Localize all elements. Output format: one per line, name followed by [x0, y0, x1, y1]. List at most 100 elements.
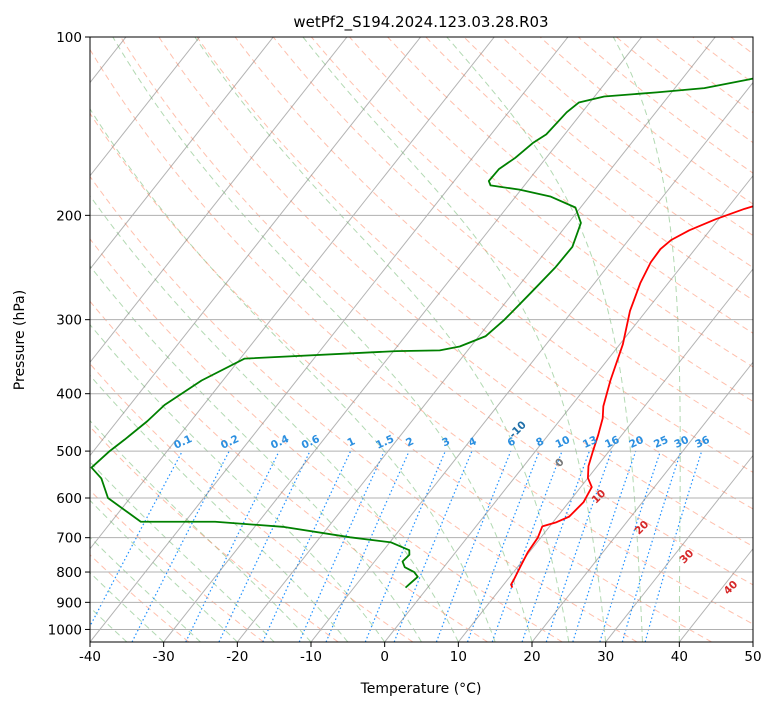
- moist-adiabat-line: [112, 37, 533, 642]
- x-tick-label: 40: [671, 649, 688, 665]
- dry-adiabat-line: [90, 300, 488, 642]
- mixing-ratio-line: [491, 450, 563, 642]
- mixing-ratio-line: [298, 450, 385, 642]
- x-tick-label: 10: [450, 649, 467, 665]
- plot-frame: [89, 36, 754, 643]
- mixing-ratio-line: [364, 450, 446, 642]
- mixing-ratio-label: 2: [404, 435, 416, 449]
- isotherm-line: [90, 37, 201, 177]
- mixing-ratio-line: [325, 450, 410, 642]
- y-tick-label: 100: [56, 30, 82, 46]
- dry-adiabat-line: [234, 37, 753, 473]
- x-tick-label: -40: [79, 649, 101, 665]
- dry-adiabat-line: [120, 37, 753, 586]
- isotherm-line: [531, 361, 753, 642]
- isotherm-line: [163, 37, 643, 642]
- y-tick-label: 500: [56, 444, 82, 460]
- isotherm-line: [90, 37, 495, 550]
- dry-adiabat-line: [349, 37, 753, 368]
- x-tick-label: 30: [597, 649, 614, 665]
- mixing-ratio-label: 8: [534, 435, 546, 449]
- moist-adiabat-line: [302, 37, 607, 642]
- y-tick-label: 800: [56, 565, 82, 581]
- y-tick-label: 1000: [48, 622, 82, 638]
- moist-adiabat-line: [90, 419, 312, 642]
- dry-adiabat-line: [90, 426, 339, 642]
- mixing-ratio-label: 20: [627, 434, 645, 451]
- isotherm-line: [310, 81, 753, 642]
- y-axis-label: Pressure (hPa): [12, 290, 28, 390]
- moist-adiabat-line: [194, 37, 570, 642]
- dry-adiabat-line: [90, 238, 563, 642]
- isotherm-line: [90, 37, 274, 270]
- mixing-ratio-line: [185, 450, 280, 642]
- y-tick-label: 600: [56, 491, 82, 507]
- mixing-ratio-line: [262, 450, 352, 642]
- mixing-ratio-line: [644, 450, 703, 642]
- mixing-ratio-label: 1: [346, 435, 358, 449]
- x-tick-label: 50: [744, 649, 761, 665]
- dry-adiabat-line: [387, 37, 753, 334]
- moist-adiabat-line: [90, 461, 275, 642]
- dry-adiabat-line: [539, 37, 753, 205]
- y-tick-label: 400: [56, 387, 82, 403]
- moist-adiabat-line: [90, 536, 201, 642]
- dry-adiabat-line: [90, 48, 753, 625]
- mixing-ratio-line: [521, 450, 590, 642]
- y-tick-label: 300: [56, 313, 82, 329]
- moist-adiabat-line: [90, 194, 459, 642]
- dry-adiabat-line: [616, 37, 753, 144]
- dry-adiabat-line: [90, 112, 712, 642]
- mixing-ratio-label: 10: [554, 434, 572, 451]
- temperature-profile-line: [510, 205, 753, 588]
- mixing-ratio-line: [599, 450, 662, 642]
- mixing-ratio-label: 30: [673, 434, 691, 451]
- moist-adiabat-line: [612, 37, 681, 642]
- dry-adiabats: [90, 37, 753, 642]
- y-tick-label: 200: [56, 208, 82, 224]
- dry-adiabat-line: [158, 37, 753, 547]
- mixing-ratio-line: [572, 450, 637, 642]
- mixing-ratio-label: 4: [467, 435, 479, 449]
- moist-adiabat-line: [446, 37, 643, 642]
- dry-adiabat-line: [272, 37, 753, 438]
- isotherm-grid: [90, 37, 753, 642]
- x-tick-label: 20: [523, 649, 540, 665]
- pressure-grid: [90, 37, 753, 630]
- x-axis: -40 -30 -20 -10 0 10 20 30 40 50: [79, 642, 762, 665]
- moist-adiabat-line: [90, 499, 238, 642]
- mixing-ratio-label: 3: [440, 435, 452, 449]
- dry-adiabat-line: [310, 37, 753, 402]
- chart-title: wetPf2_S194.2024.123.03.28.R03: [293, 13, 548, 32]
- mixing-ratio-line: [621, 450, 682, 642]
- isotherm-line: [457, 268, 753, 642]
- mixing-ratio-label: 16: [603, 434, 621, 451]
- mixing-ratio-label: 25: [652, 434, 670, 451]
- y-tick-label: 700: [56, 531, 82, 547]
- x-tick-label: -30: [153, 649, 175, 665]
- dry-adiabat-line: [577, 37, 753, 174]
- y-axis: 100 200 300 400 500 600 700 800 900 1000: [48, 30, 90, 638]
- y-tick-label: 900: [56, 595, 82, 611]
- x-tick-label: 0: [380, 649, 389, 665]
- isotherm-line: [90, 37, 348, 364]
- moist-adiabat-line: [90, 374, 349, 642]
- mixing-ratio-label: 36: [693, 434, 711, 451]
- profile-series: [90, 77, 753, 589]
- moist-adiabat-line: [90, 108, 496, 642]
- mixing-ratio-line: [218, 450, 311, 642]
- dewpoint-profile-line: [90, 77, 753, 589]
- x-tick-label: -20: [226, 649, 248, 665]
- dry-adiabat-line: [501, 37, 753, 237]
- isotherm-line: [90, 37, 569, 642]
- mixing-ratio-label: 13: [581, 434, 599, 451]
- mixing-ratio-label: 6: [506, 435, 518, 449]
- isotherm-line: [90, 37, 422, 457]
- x-axis-label: Temperature (°C): [360, 681, 482, 697]
- x-tick-label: -10: [300, 649, 322, 665]
- isotherm-line: [605, 454, 753, 642]
- moist-adiabat-line: [90, 571, 165, 642]
- moist-adiabat-line: [90, 265, 422, 642]
